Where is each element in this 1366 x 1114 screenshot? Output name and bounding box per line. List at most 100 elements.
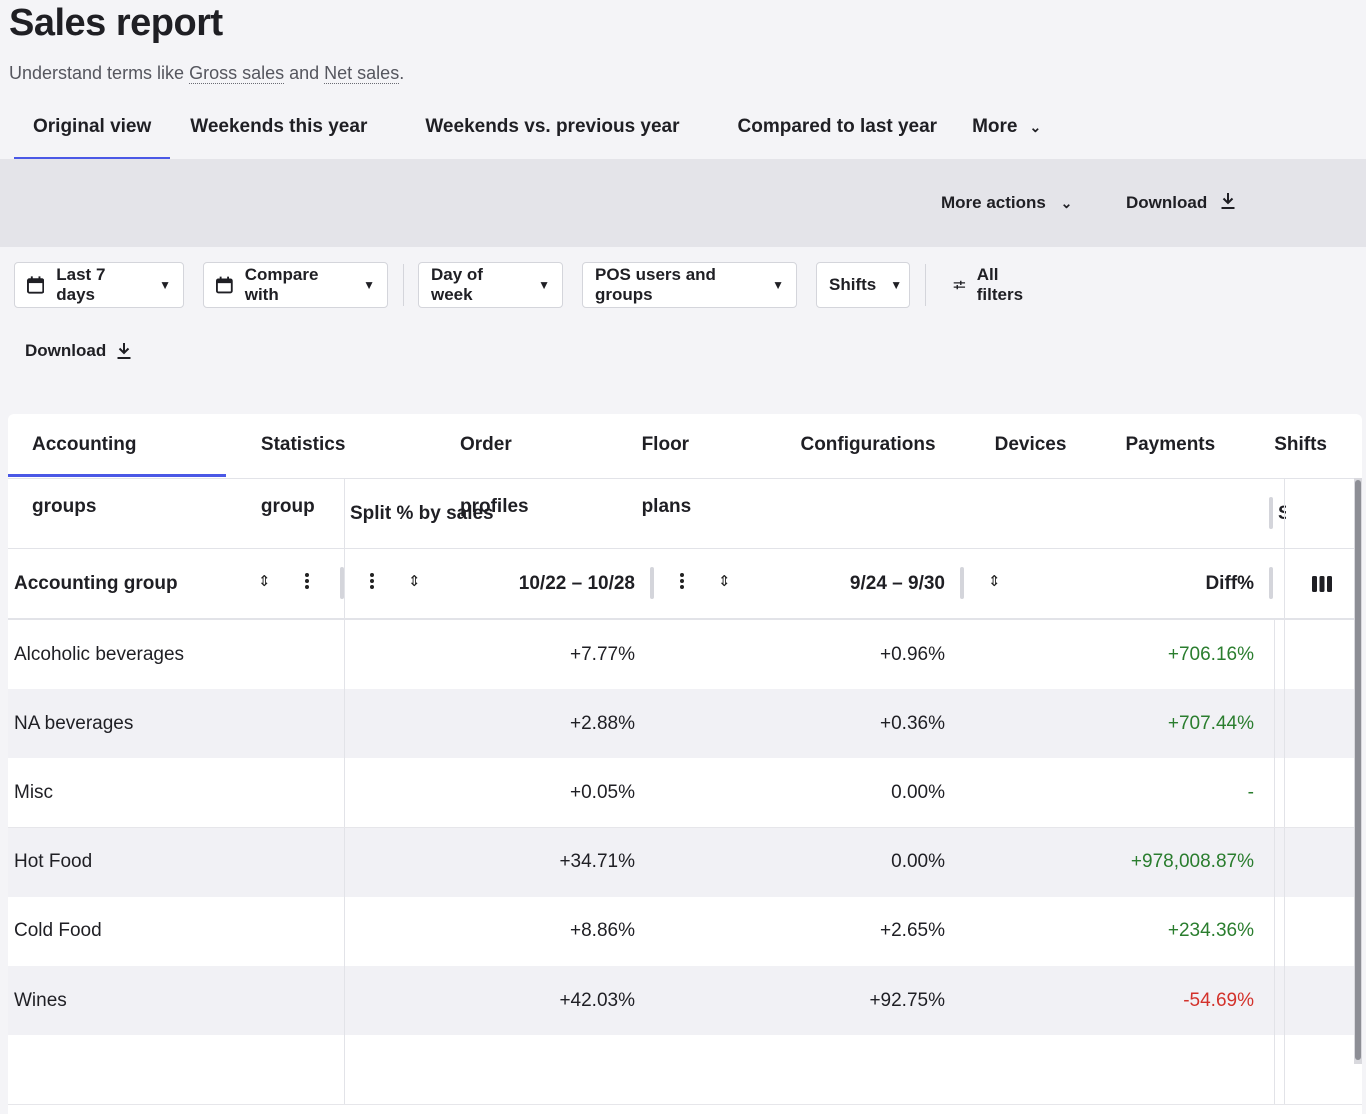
tab-statistics-group[interactable]: Statistics group — [260, 434, 346, 517]
compare-with-filter[interactable]: Compare with ▼ — [203, 262, 388, 308]
all-filters-button[interactable]: All filters — [953, 262, 1028, 308]
tab-more-label: More — [972, 116, 1018, 137]
column-divider — [344, 689, 345, 759]
calendar-icon — [216, 276, 233, 294]
column-divider — [1274, 896, 1275, 966]
column-header-diff[interactable]: Diff% — [1205, 572, 1254, 594]
actions-bar: More actions ⌄ Download — [0, 159, 1366, 247]
column-divider — [344, 620, 345, 689]
group-header-split: Split % by sales — [350, 502, 494, 524]
column-header-accounting-group[interactable]: Accounting group — [14, 572, 178, 594]
cell-diff: -54.69% — [1183, 989, 1254, 1011]
download-data-label: Download — [25, 341, 107, 360]
column-resize-handle[interactable] — [1269, 497, 1273, 529]
column-resize-handle[interactable] — [1269, 567, 1273, 599]
vertical-scrollbar[interactable] — [1354, 478, 1362, 1064]
column-menu-icon[interactable] — [305, 571, 309, 591]
tab-payments[interactable]: Payments — [1125, 434, 1216, 455]
shifts-filter[interactable]: Shifts ▼ — [816, 262, 910, 308]
cell-current-period: +2.88% — [570, 712, 635, 734]
pos-users-filter[interactable]: POS users and groups ▼ — [582, 262, 797, 308]
cell-accounting-group: NA beverages — [14, 712, 134, 734]
scrollbar-thumb[interactable] — [1355, 480, 1361, 1060]
table-row[interactable]: Cold Food +8.86% +2.65% +234.36% — [8, 896, 1362, 967]
table-row[interactable]: NA beverages +2.88% +0.36% +707.44% — [8, 689, 1362, 760]
column-divider — [1274, 620, 1275, 689]
cell-previous-period: +0.96% — [880, 643, 945, 665]
column-divider — [1284, 896, 1285, 966]
chevron-down-icon: ⌄ — [1029, 119, 1042, 135]
shifts-label: Shifts — [829, 275, 877, 294]
tab-original-view[interactable]: Original view — [14, 101, 171, 160]
date-range-label: Last 7 days — [56, 265, 106, 304]
download-icon — [1221, 193, 1235, 209]
columns-icon[interactable] — [1312, 576, 1332, 592]
table-header-row: Accounting group ⇕ ⇕ 10/22 – 10/28 ⇕ 9/2… — [8, 549, 1362, 620]
sort-icon[interactable]: ⇕ — [408, 573, 421, 590]
column-menu-icon[interactable] — [680, 571, 684, 591]
group-tabs: Accounting groups Statistics group Order… — [8, 414, 1362, 517]
tab-weekends-vs-previous-year[interactable]: Weekends vs. previous year — [425, 116, 680, 137]
table-row[interactable]: Wines +42.03% +92.75% -54.69% — [8, 966, 1362, 1036]
column-resize-handle[interactable] — [340, 567, 344, 599]
table-row[interactable] — [8, 1035, 1362, 1106]
cell-accounting-group: Wines — [14, 989, 67, 1011]
net-sales-term[interactable]: Net sales — [324, 63, 400, 84]
column-divider — [1274, 827, 1275, 897]
download-button[interactable]: Download — [1126, 159, 1236, 247]
filter-divider — [925, 264, 926, 306]
table-row[interactable]: Hot Food +34.71% 0.00% +978,008.87% — [8, 827, 1362, 898]
cell-current-period — [348, 1035, 635, 1104]
cell-diff: +234.36% — [1167, 920, 1254, 942]
caret-down-icon: ▼ — [159, 278, 171, 292]
cell-accounting-group: Cold Food — [14, 920, 102, 942]
tab-shifts[interactable]: Shifts — [1274, 434, 1327, 455]
filter-sliders-icon — [953, 280, 966, 290]
tab-floor-plans[interactable]: Floor plans — [641, 434, 692, 517]
tab-weekends-this-year[interactable]: Weekends this year — [190, 116, 368, 137]
sort-icon[interactable]: ⇕ — [718, 573, 731, 590]
sort-icon[interactable]: ⇕ — [258, 573, 271, 590]
cell-previous-period — [658, 1035, 945, 1104]
column-divider — [344, 479, 345, 548]
column-divider — [1284, 689, 1285, 759]
tab-more[interactable]: More ⌄ — [956, 101, 1060, 157]
cell-accounting-group: Alcoholic beverages — [14, 643, 185, 665]
tab-compared-to-last-year[interactable]: Compared to last year — [737, 116, 938, 137]
gross-sales-term[interactable]: Gross sales — [189, 63, 285, 84]
column-divider — [1284, 479, 1285, 548]
cell-previous-period: +0.36% — [880, 712, 945, 734]
day-of-week-label: Day of week — [431, 265, 483, 304]
compare-with-label: Compare with — [244, 265, 319, 304]
table-row[interactable]: Misc +0.05% 0.00% - — [8, 758, 1362, 829]
table-row[interactable]: Alcoholic beverages +7.77% +0.96% +706.16% — [8, 620, 1362, 690]
chevron-down-icon: ⌄ — [1060, 195, 1073, 211]
column-divider — [1284, 758, 1285, 828]
tab-devices[interactable]: Devices — [994, 434, 1067, 455]
column-divider — [344, 549, 345, 618]
column-divider — [344, 966, 345, 1035]
column-header-current-period[interactable]: 10/22 – 10/28 — [518, 572, 635, 594]
column-divider — [1274, 689, 1275, 759]
column-divider — [344, 827, 345, 897]
sort-icon[interactable]: ⇕ — [988, 573, 1001, 590]
tab-order-profiles[interactable]: Order profiles — [459, 434, 529, 517]
date-range-filter[interactable]: Last 7 days ▼ — [14, 262, 184, 308]
more-actions-button[interactable]: More actions ⌄ — [941, 159, 1072, 247]
cell-diff — [968, 1035, 1254, 1104]
cell-diff: +706.16% — [1167, 643, 1254, 665]
download-data-button[interactable]: Download — [25, 341, 132, 361]
cell-diff: +707.44% — [1167, 712, 1254, 734]
day-of-week-filter[interactable]: Day of week ▼ — [418, 262, 563, 308]
column-header-previous-period[interactable]: 9/24 – 9/30 — [849, 572, 945, 594]
report-card: Accounting groups Statistics group Order… — [8, 414, 1362, 1114]
column-resize-handle[interactable] — [650, 567, 654, 599]
column-menu-icon[interactable] — [370, 571, 374, 591]
cell-accounting-group — [14, 1035, 334, 1104]
column-divider — [1284, 1035, 1285, 1105]
column-divider — [1284, 620, 1285, 689]
tab-accounting-groups[interactable]: Accounting groups — [8, 414, 226, 517]
tab-configurations[interactable]: Configurations — [800, 434, 936, 455]
cell-diff: - — [1247, 781, 1254, 803]
column-resize-handle[interactable] — [960, 567, 964, 599]
